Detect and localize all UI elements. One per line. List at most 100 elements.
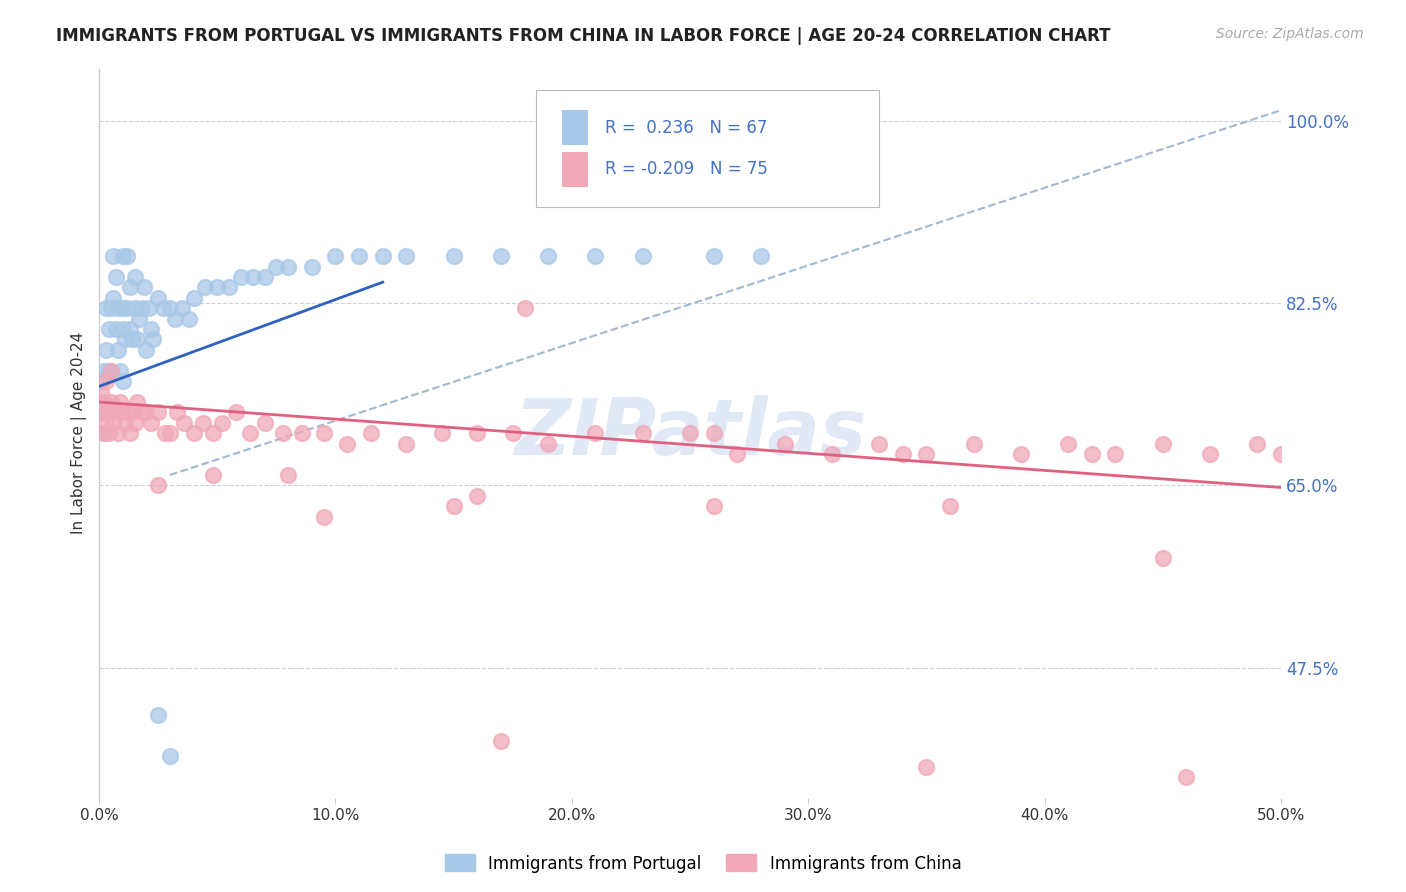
Point bbox=[336, 436, 359, 450]
Point bbox=[146, 707, 169, 722]
Point bbox=[360, 426, 382, 441]
Point bbox=[139, 416, 162, 430]
Point bbox=[114, 416, 136, 430]
Point bbox=[1152, 436, 1174, 450]
Point bbox=[94, 343, 117, 357]
Point bbox=[443, 249, 465, 263]
Point bbox=[103, 291, 125, 305]
Point bbox=[915, 760, 938, 774]
Point bbox=[177, 311, 200, 326]
Point bbox=[103, 249, 125, 263]
Point bbox=[94, 374, 117, 388]
Point bbox=[159, 301, 181, 316]
Point bbox=[347, 249, 370, 263]
Point bbox=[537, 436, 560, 450]
Point bbox=[117, 249, 139, 263]
Point bbox=[465, 426, 488, 441]
Point bbox=[111, 249, 134, 263]
Point bbox=[159, 426, 181, 441]
Point bbox=[703, 500, 725, 514]
Point bbox=[242, 269, 264, 284]
Point bbox=[170, 301, 193, 316]
Point bbox=[100, 364, 122, 378]
Point bbox=[1010, 447, 1032, 461]
Point bbox=[117, 301, 139, 316]
Point bbox=[201, 426, 224, 441]
Point bbox=[90, 405, 112, 419]
Point bbox=[142, 333, 165, 347]
Point bbox=[1175, 770, 1198, 784]
Point bbox=[118, 322, 141, 336]
FancyBboxPatch shape bbox=[562, 110, 588, 145]
Point bbox=[146, 478, 169, 492]
Text: IMMIGRANTS FROM PORTUGAL VS IMMIGRANTS FROM CHINA IN LABOR FORCE | AGE 20-24 COR: IMMIGRANTS FROM PORTUGAL VS IMMIGRANTS F… bbox=[56, 27, 1111, 45]
Point bbox=[111, 405, 134, 419]
Point bbox=[773, 436, 796, 450]
Point bbox=[100, 301, 122, 316]
Point bbox=[111, 301, 134, 316]
Point bbox=[138, 301, 160, 316]
Point bbox=[135, 405, 157, 419]
Point bbox=[465, 489, 488, 503]
Point bbox=[103, 416, 125, 430]
Point bbox=[725, 447, 748, 461]
Point bbox=[211, 416, 233, 430]
Point bbox=[1246, 436, 1268, 450]
Point bbox=[679, 426, 702, 441]
Point bbox=[537, 249, 560, 263]
Point bbox=[94, 301, 117, 316]
Point bbox=[166, 405, 188, 419]
Point bbox=[1199, 447, 1222, 461]
FancyBboxPatch shape bbox=[562, 152, 588, 186]
Point bbox=[104, 405, 127, 419]
Point bbox=[155, 426, 177, 441]
Text: Source: ZipAtlas.com: Source: ZipAtlas.com bbox=[1216, 27, 1364, 41]
Point bbox=[173, 416, 195, 430]
Point bbox=[1104, 447, 1126, 461]
Point bbox=[225, 405, 247, 419]
Point bbox=[110, 395, 132, 409]
Point bbox=[152, 301, 174, 316]
Point bbox=[104, 269, 127, 284]
Point bbox=[703, 249, 725, 263]
Point bbox=[125, 395, 148, 409]
Point bbox=[132, 280, 155, 294]
Point bbox=[104, 322, 127, 336]
Point bbox=[253, 416, 276, 430]
Point bbox=[125, 333, 148, 347]
Point bbox=[821, 447, 844, 461]
Text: R =  0.236   N = 67: R = 0.236 N = 67 bbox=[605, 119, 768, 136]
Text: R = -0.209   N = 75: R = -0.209 N = 75 bbox=[605, 161, 768, 178]
Point bbox=[277, 467, 299, 482]
Point bbox=[1270, 447, 1292, 461]
Point bbox=[183, 426, 205, 441]
Point bbox=[963, 436, 986, 450]
Point bbox=[100, 364, 122, 378]
Point bbox=[110, 364, 132, 378]
Point bbox=[100, 395, 122, 409]
Point bbox=[97, 426, 120, 441]
Point bbox=[631, 249, 654, 263]
Point bbox=[201, 467, 224, 482]
Point bbox=[891, 447, 914, 461]
Point bbox=[443, 500, 465, 514]
Point bbox=[585, 426, 607, 441]
Point bbox=[146, 405, 169, 419]
Point bbox=[749, 249, 772, 263]
Point bbox=[239, 426, 262, 441]
Point bbox=[94, 405, 117, 419]
Point bbox=[93, 426, 115, 441]
Point bbox=[266, 260, 288, 274]
Point bbox=[229, 269, 252, 284]
Point bbox=[128, 311, 150, 326]
Point bbox=[395, 249, 418, 263]
Point bbox=[159, 749, 181, 764]
Point bbox=[631, 426, 654, 441]
Point bbox=[915, 447, 938, 461]
Point bbox=[107, 426, 129, 441]
Point bbox=[93, 426, 115, 441]
Point bbox=[117, 405, 139, 419]
Point bbox=[107, 301, 129, 316]
FancyBboxPatch shape bbox=[536, 90, 879, 207]
Point bbox=[312, 426, 335, 441]
